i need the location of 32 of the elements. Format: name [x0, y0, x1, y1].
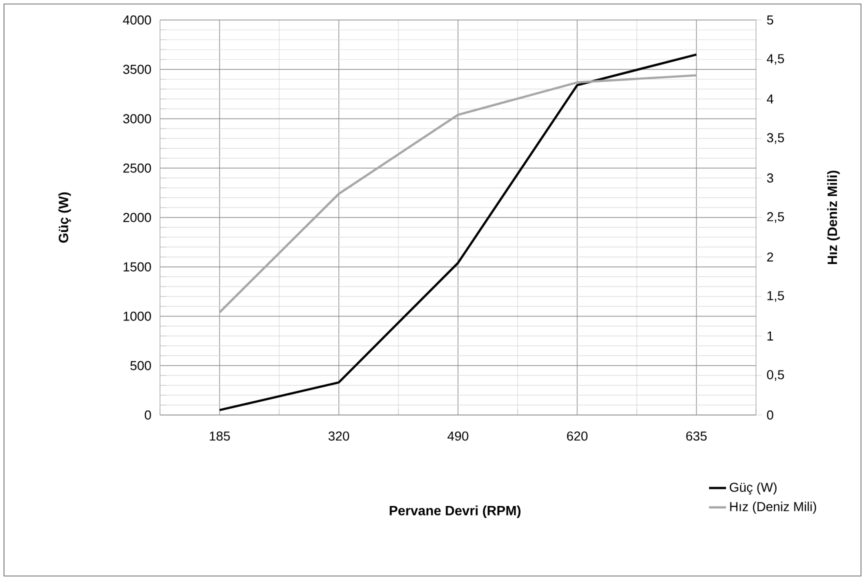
y-tick-label: 4000: [122, 15, 151, 25]
y-tick-label: 2000: [123, 212, 151, 222]
legend-label: Güç (W): [730, 482, 777, 495]
x-tick-label: 320: [328, 432, 350, 441]
y-tick-label: 3000: [123, 114, 151, 124]
y2-tick-label: 5: [767, 15, 774, 25]
y2-tick-label: 3: [767, 173, 774, 183]
x-axis-title: Pervane Devri (RPM): [390, 505, 520, 518]
y2-tick-label: 2: [767, 252, 774, 262]
y2-tick-label: 1,5: [768, 291, 784, 302]
legend-label: Hız (Deniz Mili): [730, 502, 816, 514]
y-tick-label: 2500: [123, 164, 151, 173]
y2-tick-label: 3,5: [767, 133, 784, 144]
y2-tick-label: 4: [766, 94, 774, 104]
line-series: [218, 53, 698, 412]
y-tick-label: 1500: [124, 262, 151, 272]
line-series: [218, 74, 698, 314]
x-tick-label: 620: [567, 432, 588, 441]
y-tick-label: 500: [130, 361, 151, 370]
y2-tick-label: 4,5: [766, 54, 784, 65]
y2-axis-title: Hız (Deniz Mili): [827, 170, 840, 264]
x-tick-label: 185: [210, 432, 230, 441]
y2-tick-label: 1: [768, 332, 774, 340]
x-tick-label: 490: [448, 432, 468, 441]
y-tick-label: 1000: [124, 312, 151, 321]
y2-tick-label: 2,5: [767, 212, 784, 223]
y-tick-label: 0: [144, 410, 151, 420]
y2-tick-label: 0: [767, 410, 774, 420]
y2-tick-label: 0,5: [767, 370, 784, 381]
x-tick-label: 635: [686, 432, 707, 441]
y-tick-label: 3500: [123, 64, 151, 74]
y-axis-title: Güç (W): [58, 192, 71, 243]
